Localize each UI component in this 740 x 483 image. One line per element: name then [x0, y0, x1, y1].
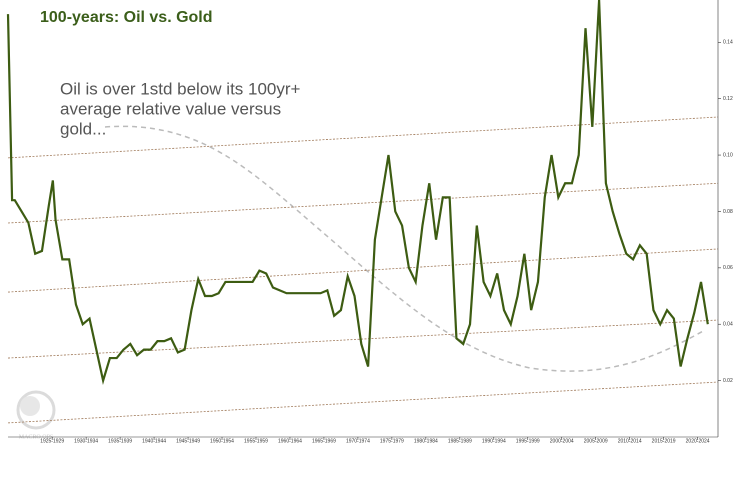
- annotation-line: average relative value versus: [60, 99, 281, 118]
- y-tick-label: 0.14: [723, 40, 733, 46]
- x-tick-label: 1995-1999: [516, 438, 540, 444]
- annotation: Oil is over 1std below its 100yr+average…: [60, 79, 301, 138]
- x-tick-label: 1965-1969: [312, 438, 336, 444]
- x-tick-label: 1940-1944: [142, 438, 166, 444]
- y-tick-label: 0.04: [723, 322, 733, 328]
- logo: MACRO OPS: [16, 390, 56, 440]
- x-tick-label: 2020-2024: [686, 438, 710, 444]
- reference-line: [7, 248, 719, 293]
- x-tick-label: 1930-1934: [74, 438, 98, 444]
- data-line: [6, 0, 709, 385]
- logo-dot: [20, 396, 40, 416]
- x-tick-label: 1925-1929: [40, 438, 64, 444]
- x-tick-label: 1950-1954: [210, 438, 234, 444]
- y-tick-label: 0.08: [723, 209, 733, 215]
- x-tick-label: 1980-1984: [414, 438, 438, 444]
- y-tick-label: 0.02: [723, 378, 733, 384]
- reference-line: [7, 182, 719, 224]
- x-tick-label: 2015-2019: [652, 438, 676, 444]
- x-tick-label: 1990-1994: [482, 438, 506, 444]
- x-tick-label: 1985-1989: [448, 438, 472, 444]
- reference-line: [7, 319, 719, 359]
- x-tick-label: 1945-1949: [176, 438, 200, 444]
- x-tick-label: 1935-1939: [108, 438, 132, 444]
- x-tick-label: 2010-2014: [618, 438, 642, 444]
- y-tick-label: 0.12: [723, 96, 733, 102]
- x-tick-label: 1960-1964: [278, 438, 302, 444]
- y-tick-label: 0.06: [723, 265, 733, 271]
- x-tick-label: 2005-2009: [584, 438, 608, 444]
- annotation-line: gold...: [60, 119, 106, 138]
- logo-ring: [16, 390, 56, 430]
- logo-text: MACRO OPS: [19, 434, 54, 440]
- x-tick-label: 1975-1979: [380, 438, 404, 444]
- y-tick-label: 0.10: [723, 152, 733, 158]
- x-tick-label: 2000-2004: [550, 438, 574, 444]
- x-tick-label: 1955-1959: [244, 438, 268, 444]
- x-tick-label: 1970-1974: [346, 438, 370, 444]
- annotation-arrow: [104, 125, 706, 372]
- reference-line: [7, 116, 719, 159]
- chart-title: 100-years: Oil vs. Gold: [40, 9, 213, 26]
- annotation-line: Oil is over 1std below its 100yr+: [60, 79, 301, 98]
- reference-line: [7, 381, 719, 424]
